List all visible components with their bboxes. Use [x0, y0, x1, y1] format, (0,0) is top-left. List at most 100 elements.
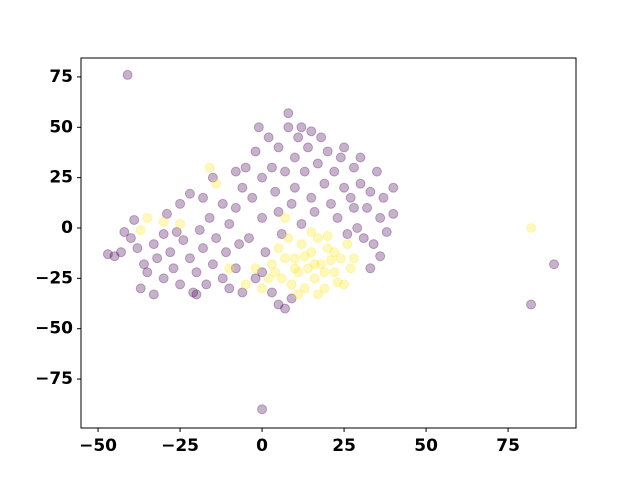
point [132, 243, 143, 254]
point [198, 243, 209, 254]
point [161, 208, 172, 219]
point [125, 233, 136, 244]
point [329, 247, 340, 258]
point [175, 198, 186, 209]
point [204, 212, 215, 223]
point [191, 267, 202, 278]
point [339, 182, 350, 193]
point [312, 233, 323, 244]
point [348, 253, 359, 264]
point [257, 172, 268, 183]
point [152, 253, 163, 264]
point [273, 206, 284, 217]
point [526, 299, 537, 310]
point [299, 251, 310, 262]
point [332, 277, 343, 288]
point [289, 182, 300, 193]
point [250, 146, 261, 157]
point [325, 255, 336, 266]
y-tick-label: −25 [35, 268, 73, 288]
point [270, 186, 281, 197]
point [273, 299, 284, 310]
point [237, 287, 248, 298]
point [309, 259, 320, 270]
point [306, 247, 317, 258]
point [375, 212, 386, 223]
point [280, 212, 291, 223]
point [276, 229, 287, 240]
point [335, 152, 346, 163]
point [119, 227, 130, 238]
point [368, 239, 379, 250]
point [142, 212, 153, 223]
point [237, 182, 248, 193]
point [296, 122, 307, 133]
point [194, 225, 205, 236]
point [168, 263, 179, 274]
point [257, 267, 268, 278]
point [263, 273, 274, 284]
x-tick-label: 50 [414, 436, 438, 456]
point [345, 263, 356, 274]
point [138, 259, 149, 270]
point [316, 132, 327, 143]
point [286, 293, 297, 304]
point [526, 222, 537, 233]
point [381, 227, 392, 238]
point [332, 212, 343, 223]
point [234, 239, 245, 250]
point [230, 263, 241, 274]
point [322, 231, 333, 242]
point [293, 132, 304, 143]
point [325, 198, 336, 209]
point [273, 142, 284, 153]
point [224, 218, 235, 229]
point [329, 166, 340, 177]
point [342, 239, 353, 250]
y-tick-label: −50 [35, 319, 73, 339]
point [322, 146, 333, 157]
point [306, 126, 317, 137]
point [207, 172, 218, 183]
point [309, 206, 320, 217]
point [211, 178, 222, 189]
x-tick-label: 75 [496, 436, 520, 456]
point [352, 222, 363, 233]
point [175, 279, 186, 290]
point [198, 192, 209, 203]
point [184, 188, 195, 199]
point [148, 289, 159, 300]
point [178, 235, 189, 246]
point [270, 267, 281, 278]
point [348, 162, 359, 173]
point [224, 263, 235, 274]
point [171, 227, 182, 238]
point [358, 233, 369, 244]
point [280, 303, 291, 314]
point [266, 259, 277, 270]
point [217, 198, 228, 209]
point [260, 247, 271, 258]
point [217, 273, 228, 284]
point [375, 251, 386, 262]
x-tick-label: −50 [79, 436, 117, 456]
y-tick-label: −75 [35, 369, 73, 389]
point [296, 239, 307, 250]
point [312, 289, 323, 300]
point [299, 283, 310, 294]
point [283, 122, 294, 133]
point [312, 158, 323, 169]
point [116, 247, 127, 258]
point [188, 287, 199, 298]
point [283, 233, 294, 244]
point [289, 152, 300, 163]
plot-area [81, 58, 576, 428]
point [289, 263, 300, 274]
point [549, 259, 560, 270]
point [345, 192, 356, 203]
point [348, 202, 359, 213]
point [335, 253, 346, 264]
point [329, 267, 340, 278]
point [263, 132, 274, 143]
